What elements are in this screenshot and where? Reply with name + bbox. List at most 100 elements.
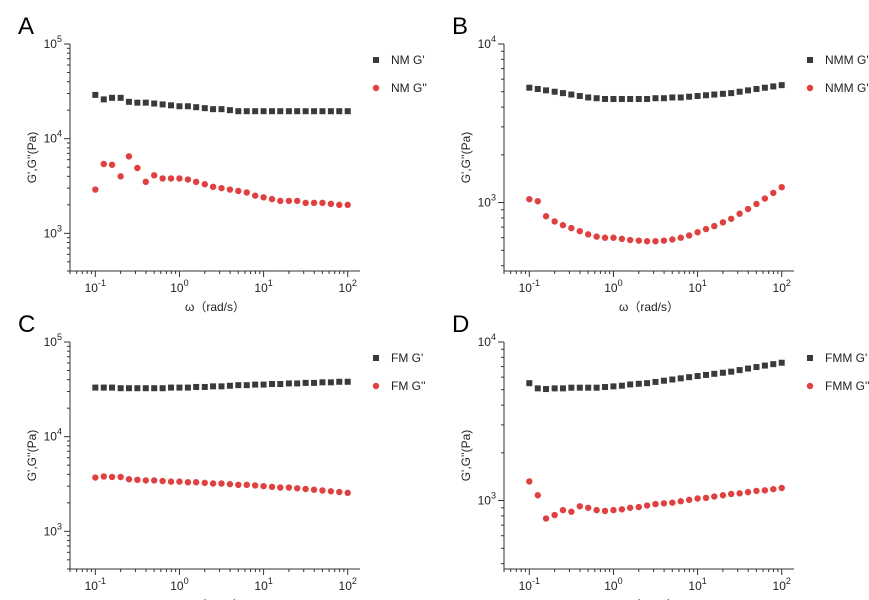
data-point <box>703 92 710 99</box>
data-point <box>268 483 276 491</box>
data-point <box>294 108 301 115</box>
series-loss-modulus <box>526 478 785 522</box>
legend-entry: NMM G' <box>807 53 869 67</box>
x-tick-label: 10-1 <box>519 576 540 593</box>
data-point <box>134 476 141 484</box>
x-tick-label: 102 <box>339 278 357 295</box>
data-point <box>302 199 309 207</box>
data-point <box>559 221 567 229</box>
data-point <box>627 95 634 102</box>
data-point <box>285 484 293 491</box>
legend-marker <box>807 57 813 63</box>
data-point <box>159 477 166 485</box>
data-point <box>134 99 141 106</box>
legend-marker <box>373 355 379 361</box>
data-point <box>542 515 550 522</box>
legend-entry: NMM G'' <box>806 81 869 95</box>
y-tick-label: 103 <box>478 193 496 210</box>
x-tick-label: 10-1 <box>85 278 106 295</box>
data-point <box>694 92 701 99</box>
panel-b: B 10-1 100 101 102 103 104 ω（rad/s） G',G''(Pa) NM… <box>452 13 869 314</box>
data-point <box>602 384 609 391</box>
data-point <box>635 503 642 511</box>
panel-c: C 10-1 100 101 102 103 104 105 ω（rad/s） G',G''(Pa… <box>18 311 426 600</box>
data-point <box>277 197 284 205</box>
x-axis-title: ω（rad/s） <box>619 598 679 600</box>
data-point <box>534 86 541 93</box>
data-point <box>669 376 676 383</box>
data-point <box>677 375 684 382</box>
data-point <box>243 108 250 115</box>
series-storage-modulus <box>92 91 351 115</box>
data-point <box>176 384 183 391</box>
data-point <box>576 384 583 391</box>
data-point <box>761 487 769 494</box>
data-point <box>526 380 533 387</box>
data-point <box>770 83 777 90</box>
data-point <box>744 488 752 496</box>
data-point <box>778 82 785 89</box>
y-axis-title: G',G''(Pa) <box>459 132 473 184</box>
data-point <box>125 476 133 483</box>
data-point <box>251 482 259 489</box>
data-point <box>269 108 276 115</box>
data-point <box>235 187 242 195</box>
data-point <box>310 199 318 207</box>
data-point <box>209 183 217 191</box>
data-point <box>753 487 760 495</box>
data-point <box>526 84 533 91</box>
data-point <box>151 172 158 179</box>
data-point <box>226 107 233 114</box>
data-point <box>251 192 259 199</box>
data-point <box>626 504 634 511</box>
y-axis-title: G',G''(Pa) <box>25 132 39 184</box>
data-point <box>209 480 217 487</box>
panel-letter: D <box>452 311 469 338</box>
data-point <box>319 379 326 386</box>
data-point <box>669 236 676 243</box>
data-point <box>576 227 583 235</box>
y-tick-label: 104 <box>478 332 496 349</box>
data-point <box>601 234 609 241</box>
data-point <box>168 384 175 391</box>
data-point <box>728 490 735 498</box>
data-point <box>226 186 234 193</box>
data-point <box>728 368 735 375</box>
data-point <box>226 382 233 389</box>
data-point <box>711 91 718 98</box>
data-point <box>167 478 175 485</box>
data-point <box>201 181 208 188</box>
data-point <box>711 222 718 230</box>
data-point <box>526 478 533 485</box>
data-point <box>644 95 651 102</box>
data-point <box>568 508 575 515</box>
data-point <box>159 175 166 182</box>
data-point <box>728 90 735 97</box>
legend-label: FM G' <box>391 351 423 365</box>
data-point <box>269 381 276 388</box>
data-point <box>585 94 592 101</box>
data-point <box>728 215 735 222</box>
data-point <box>285 197 293 205</box>
data-point <box>677 498 684 505</box>
legend-marker <box>807 355 813 361</box>
data-point <box>108 161 116 168</box>
data-point <box>585 384 592 391</box>
data-point <box>761 195 769 202</box>
data-point <box>660 377 667 384</box>
data-point <box>344 378 351 385</box>
data-point <box>551 88 558 95</box>
data-point <box>618 506 626 513</box>
y-tick-label: 103 <box>478 491 496 508</box>
data-point <box>311 108 318 115</box>
data-point <box>285 380 292 387</box>
data-point <box>778 359 785 366</box>
data-point <box>610 234 617 241</box>
panel-letter: B <box>452 13 468 40</box>
data-point <box>551 218 558 225</box>
data-point <box>218 383 225 390</box>
data-point <box>92 186 99 193</box>
data-point <box>184 479 192 486</box>
series-storage-modulus <box>526 82 785 102</box>
data-point <box>534 197 541 205</box>
